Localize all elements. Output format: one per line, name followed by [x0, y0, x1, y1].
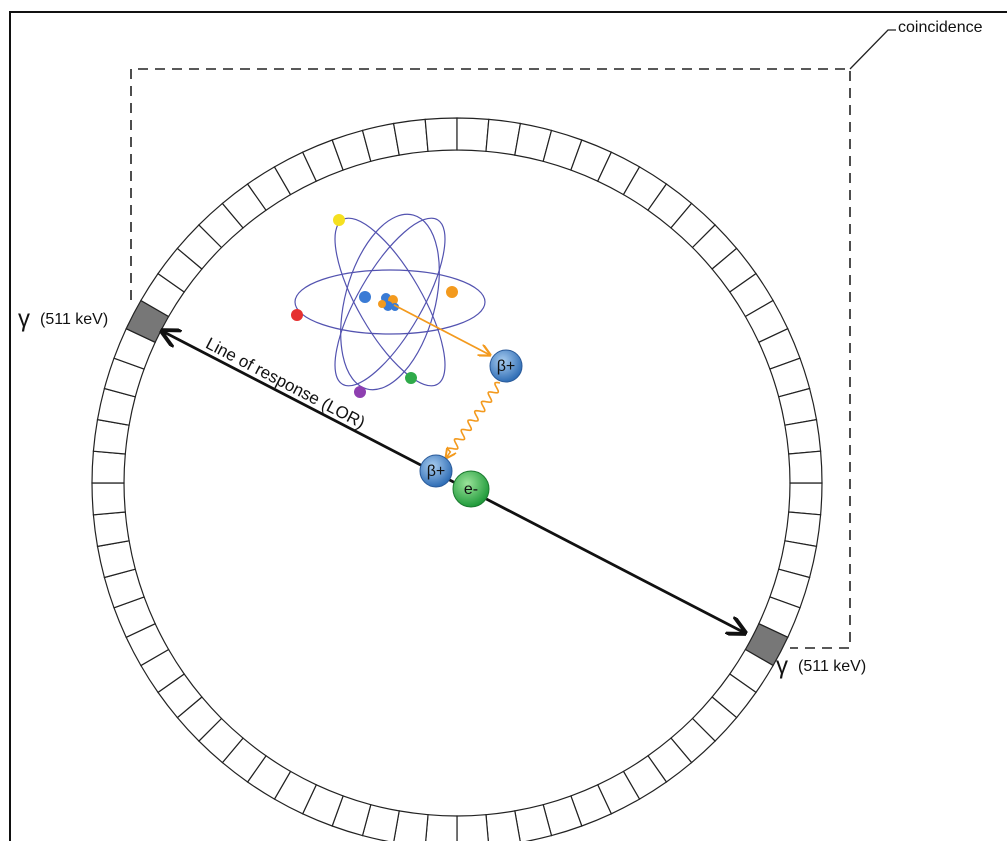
coincidence-box	[130, 68, 851, 649]
frame	[9, 11, 1007, 841]
gamma-symbol: γ	[18, 305, 30, 332]
detector	[456, 117, 490, 152]
electron-dot	[446, 286, 458, 298]
lor-label: Line of response (LOR)	[203, 334, 369, 432]
emission-arrow	[393, 304, 490, 355]
detector	[456, 814, 489, 841]
electron-dot	[359, 291, 371, 303]
detector	[514, 803, 553, 841]
gamma-symbol: γ	[776, 652, 788, 679]
leader-line	[849, 29, 896, 70]
electron-label: e-	[464, 481, 478, 498]
gamma-energy: (511 keV)	[40, 311, 108, 328]
gamma-energy: (511 keV)	[798, 658, 866, 675]
positron-label: β+	[497, 358, 516, 375]
positron-label: β+	[427, 463, 446, 480]
electron-dot	[333, 214, 345, 226]
detector	[788, 482, 823, 516]
electron-dot	[354, 386, 366, 398]
detector	[485, 810, 521, 841]
nucleus	[378, 293, 399, 311]
electron-dot	[405, 372, 417, 384]
positron	[489, 349, 523, 383]
detector	[425, 814, 458, 841]
detector	[92, 511, 130, 548]
detector	[424, 117, 458, 152]
electron-dot	[291, 309, 303, 321]
positron	[419, 454, 453, 488]
detector	[393, 810, 429, 841]
detector	[91, 482, 126, 516]
detector	[91, 450, 126, 484]
detector	[392, 118, 429, 156]
detector-ring	[91, 117, 823, 841]
detector	[784, 418, 822, 455]
travel-wave	[446, 381, 501, 459]
coincidence-label: coincidence	[898, 19, 983, 36]
lor-line	[162, 331, 745, 633]
electron	[452, 470, 490, 508]
detector	[788, 450, 823, 484]
